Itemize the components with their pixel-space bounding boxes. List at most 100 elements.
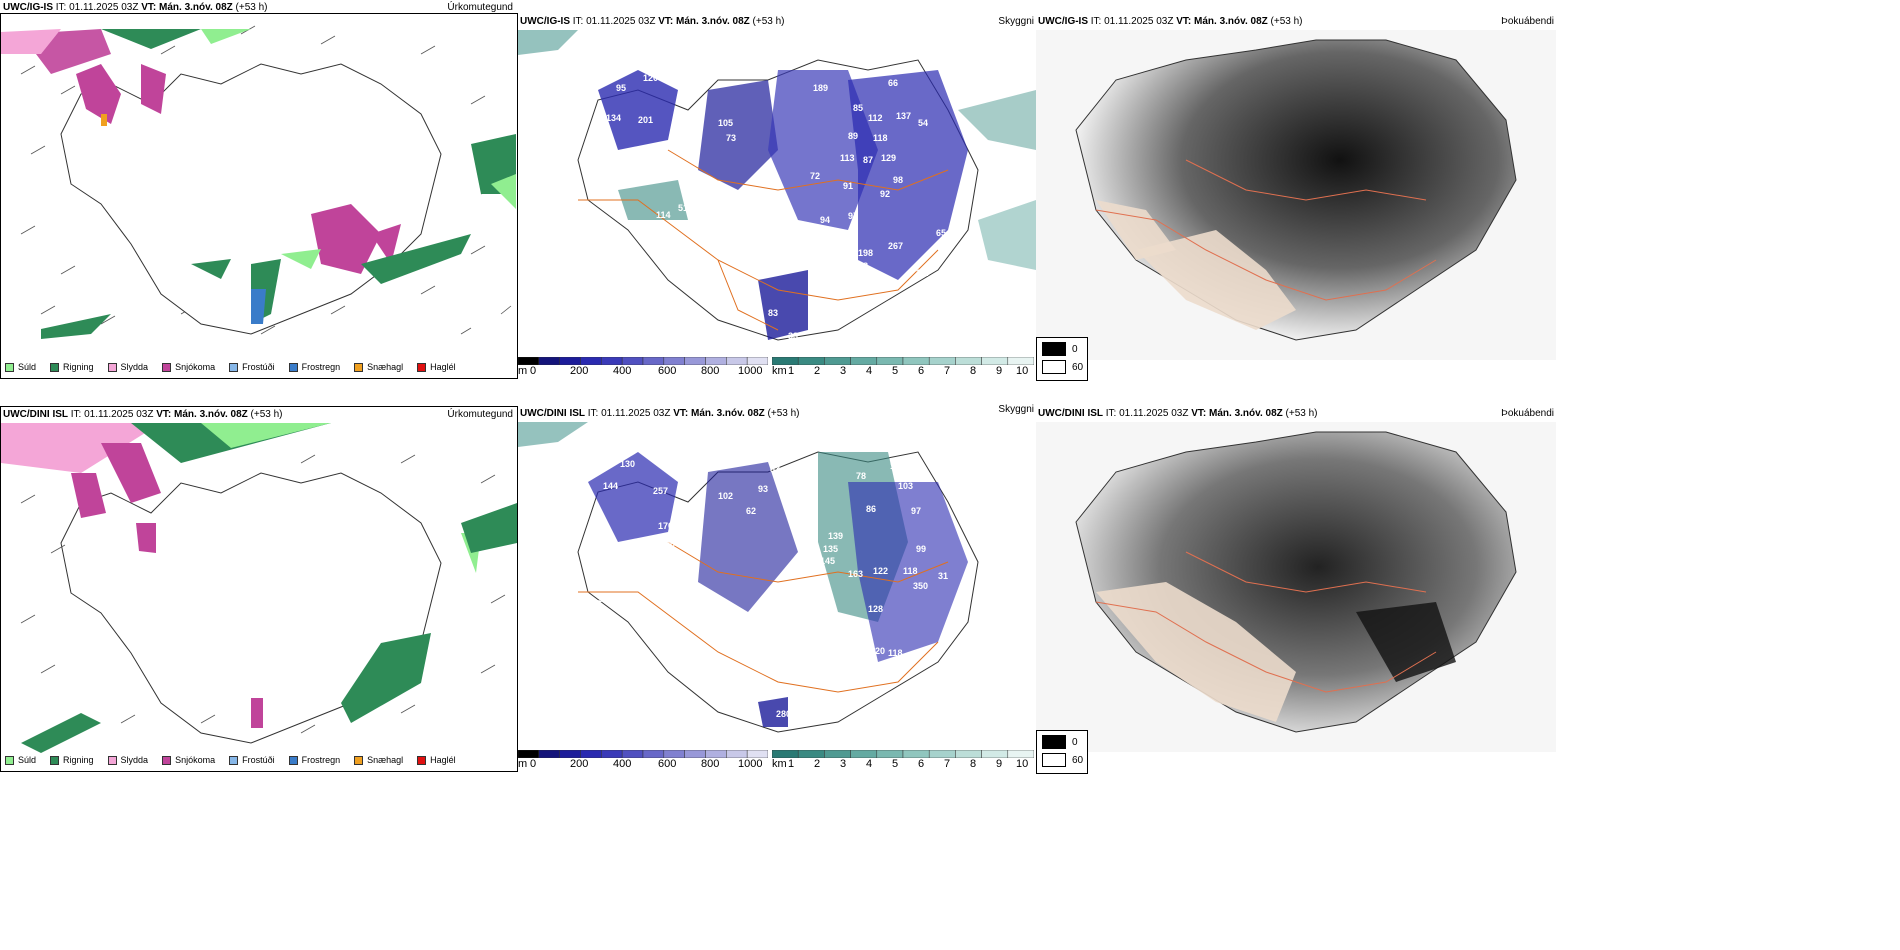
tick: 9	[996, 758, 1003, 770]
vis-label: 120	[870, 646, 886, 656]
vis-label: 85	[638, 165, 649, 175]
colorbar-segment	[772, 357, 799, 365]
panel-title: Úrkomutegund	[447, 2, 513, 13]
init-time: 01.11.2025 03Z	[84, 409, 154, 420]
colorbar-segment	[559, 357, 581, 365]
wind-barbs	[20, 454, 506, 734]
fog-map	[1036, 30, 1556, 360]
vis-colorbar-top: km 1 2 3 4 5 6 7 8 9 10	[772, 357, 1034, 379]
vis-label: 118	[903, 566, 918, 576]
colorbar-segment	[663, 357, 685, 365]
panel-header: UWC/DINI ISL IT: 01.11.2025 03Z VT: Mán.…	[520, 408, 800, 419]
precip-legend: Súld Rigning Slydda Snjókoma Frostúði Fr…	[5, 362, 456, 372]
tick: 400	[613, 365, 632, 377]
vis-label: 158	[673, 113, 689, 123]
vis-label: 105	[858, 661, 874, 671]
legend-item: Snæhagl	[354, 362, 403, 372]
vis-label: 93	[758, 484, 769, 494]
vis-label: 91	[843, 181, 854, 191]
vis-unit: km	[772, 365, 787, 377]
valid-time: Mán. 3.nóv. 08Z	[174, 409, 248, 420]
colorbar-segment	[955, 750, 982, 758]
vis-label: 128	[868, 604, 884, 614]
tick: 6	[918, 365, 925, 377]
tick: 8	[970, 758, 977, 770]
vis-label: 83	[770, 464, 781, 474]
vis-label: 85	[741, 201, 752, 211]
vis-label: 51	[678, 203, 689, 213]
tick: 5	[892, 758, 899, 770]
vis-unit: km	[772, 758, 787, 770]
colorbar-segment	[601, 750, 623, 758]
vis-label: 72	[810, 171, 821, 181]
road-network	[1095, 551, 1437, 693]
vis-label: 139	[828, 531, 844, 541]
vis-label: 134	[606, 113, 622, 123]
model-name: UWC/IG-IS	[1038, 16, 1088, 27]
vis-label: 170	[658, 521, 674, 531]
vis-label: 73	[726, 133, 737, 143]
tick: 600	[658, 365, 677, 377]
fog-key-label: 60	[1072, 754, 1084, 766]
init-time: 01.11.2025 03Z	[586, 16, 656, 27]
vis-label: 189	[813, 83, 829, 93]
wind-barbs	[20, 25, 512, 335]
legend-item: Súld	[5, 755, 36, 765]
vis-label: 87	[863, 155, 874, 165]
valid-time: Mán. 3.nóv. 08Z	[676, 16, 750, 27]
tick: 1000	[738, 758, 763, 770]
tick: 800	[701, 365, 720, 377]
tick: 200	[570, 365, 589, 377]
colorbar-segment	[772, 750, 799, 758]
height-colorbar-bottom: m 0 200 400 600 800 1000	[518, 750, 768, 772]
vis-label: 74	[788, 591, 799, 601]
vis-label: 105	[718, 118, 734, 128]
tick: 5	[892, 365, 899, 377]
vis-label: 86	[866, 504, 877, 514]
legend-item: Slydda	[107, 362, 148, 372]
vis-label: 56	[598, 594, 609, 604]
legend-item: Frostregn	[288, 362, 340, 372]
vis-label: 201	[638, 115, 654, 125]
colorbar-segment	[746, 357, 768, 365]
vis-label: 57	[676, 579, 687, 589]
valid-time: Mán. 3.nóv. 08Z	[1209, 408, 1283, 419]
tick: 6	[918, 758, 925, 770]
road-network	[1095, 159, 1437, 301]
legend-item: Súld	[5, 362, 36, 372]
legend-item: Frostúði	[229, 362, 275, 372]
init-time: 01.11.2025 03Z	[601, 408, 671, 419]
tick: 10	[1016, 365, 1029, 377]
vis-label: 120	[643, 73, 659, 83]
tick: 3	[840, 365, 847, 377]
vis-label: 130	[620, 459, 636, 469]
lead-time: (+53 h)	[235, 2, 268, 13]
panel-header: UWC/IG-IS IT: 01.11.2025 03Z VT: Mán. 3.…	[1038, 16, 1303, 27]
colorbar-segment	[1007, 750, 1034, 758]
colorbar-segment	[601, 357, 623, 365]
vis-label: 114	[656, 210, 671, 220]
colorbar-segment	[797, 750, 825, 758]
tick: 2	[814, 758, 821, 770]
vis-label: 400	[660, 539, 676, 549]
legend-item: Snæhagl	[354, 755, 403, 765]
colorbar-segment	[642, 357, 665, 365]
legend-item: Slydda	[107, 755, 148, 765]
vis-label: 80	[990, 175, 1001, 185]
colorbar-segment	[928, 750, 956, 758]
lead-time: (+53 h)	[752, 16, 785, 27]
colorbar-segment	[746, 750, 768, 758]
tick: 7	[944, 365, 951, 377]
height-colorbar-strip	[518, 357, 768, 365]
tick: 400	[613, 758, 632, 770]
tick: 1000	[738, 365, 763, 377]
vis-label: 65	[936, 228, 947, 238]
visibility-panel-bottom: UWC/DINI ISL IT: 01.11.2025 03Z VT: Mán.…	[518, 404, 1036, 772]
panel-header: UWC/IG-IS IT: 01.11.2025 03Z VT: Mán. 3.…	[520, 16, 785, 27]
visibility-map	[518, 422, 1036, 752]
vis-label: 122	[873, 566, 889, 576]
vis-label: 144	[603, 481, 619, 491]
precip-legend: Súld Rigning Slydda Snjókoma Frostúði Fr…	[5, 755, 456, 765]
legend-item: Haglél	[417, 755, 456, 765]
tick: 7	[944, 758, 951, 770]
